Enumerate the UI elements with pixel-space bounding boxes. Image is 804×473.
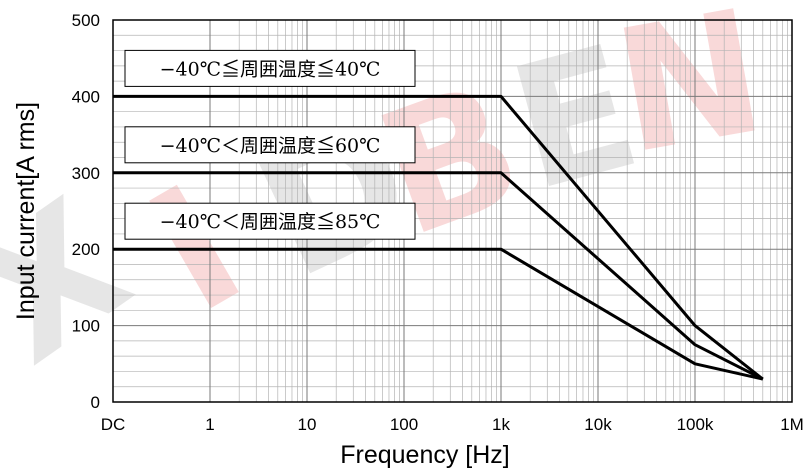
y-tick-label: 200 bbox=[72, 240, 100, 259]
x-tick-label: 10 bbox=[298, 415, 317, 434]
series-layer bbox=[113, 94, 764, 381]
y-tick-label: 0 bbox=[91, 393, 100, 412]
x-tick-label: 1M bbox=[780, 415, 804, 434]
x-axis-title: Frequency [Hz] bbox=[340, 441, 510, 469]
series-line bbox=[113, 247, 764, 381]
x-tick-label: 10k bbox=[584, 415, 612, 434]
series-label: −40℃＜周囲温度≦60℃ bbox=[160, 135, 381, 157]
series-label-box bbox=[124, 126, 416, 164]
series-label-box bbox=[124, 202, 416, 240]
plot-frame bbox=[112, 19, 793, 403]
x-tick-label: 100k bbox=[677, 415, 714, 434]
x-tick-label: 100 bbox=[390, 415, 418, 434]
series-label: −40℃≦周囲温度≦40℃ bbox=[160, 58, 381, 80]
series-line bbox=[113, 171, 764, 381]
x-tick-label: 1 bbox=[205, 415, 214, 434]
y-tick-label: 100 bbox=[72, 317, 100, 336]
y-tick-label: 300 bbox=[72, 164, 100, 183]
y-tick-label: 500 bbox=[72, 11, 100, 30]
x-tick-labels: DC 1 10 100 1k 10k 100k 1M bbox=[101, 415, 804, 434]
y-axis-title: Input current[A rms] bbox=[12, 102, 40, 320]
annotation-layer: −40℃≦周囲温度≦40℃ −40℃＜周囲温度≦60℃ −40℃＜周囲温度≦85℃ bbox=[124, 49, 416, 240]
x-tick-label: DC bbox=[101, 415, 126, 434]
y-tick-labels: 0 100 200 300 400 500 bbox=[72, 11, 100, 412]
y-tick-label: 400 bbox=[72, 87, 100, 106]
series-line bbox=[113, 94, 764, 381]
series-label-box bbox=[124, 49, 416, 87]
series-label: −40℃＜周囲温度≦85℃ bbox=[160, 211, 381, 233]
x-tick-label: 1k bbox=[492, 415, 510, 434]
